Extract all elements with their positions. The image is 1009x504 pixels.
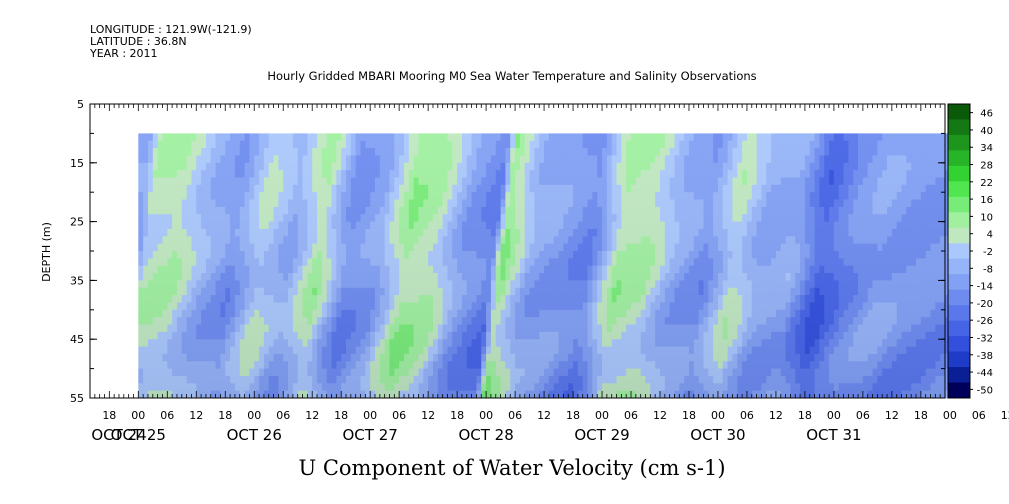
mooring-metadata: LONGITUDE : 121.9W(-121.9) LATITUDE : 36…	[90, 24, 252, 60]
heatmap-cells	[138, 133, 951, 399]
latitude-label: LATITUDE : 36.8N	[90, 35, 187, 48]
longitude-label: LONGITUDE : 121.9W(-121.9)	[90, 23, 252, 36]
year-label: YEAR : 2011	[90, 47, 158, 60]
chart-title: Hourly Gridded MBARI Mooring M0 Sea Wate…	[267, 69, 756, 83]
